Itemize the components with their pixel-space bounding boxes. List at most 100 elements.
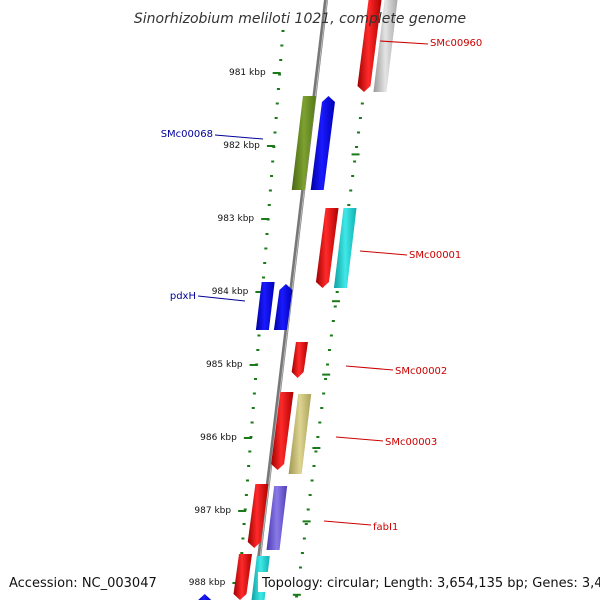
right-ring-dot [347, 204, 351, 206]
left-major-tick [266, 145, 275, 147]
right-major-tick [322, 373, 331, 376]
label-leader-line [379, 40, 429, 45]
right-ring-dot [349, 189, 353, 192]
gene-red-block [357, 0, 382, 92]
left-major-tick [272, 72, 281, 74]
tick-label: 982 kbp [223, 141, 260, 151]
tick-label: 984 kbp [212, 287, 249, 297]
left-ring-dot [279, 59, 283, 61]
left-ring-dot [267, 204, 271, 206]
left-ring-dot [243, 508, 247, 511]
left-ring-dot [273, 131, 277, 134]
left-ring-dot [240, 552, 244, 554]
left-ring-dot [254, 378, 258, 380]
right-ring-dot [326, 363, 330, 366]
gene-label: SMc00002 [395, 366, 447, 377]
label-leader-line [359, 250, 408, 256]
right-major-tick [302, 520, 311, 523]
left-ring-dot [241, 537, 245, 540]
footer-accession-bg [4, 572, 150, 592]
right-major-tick [312, 447, 321, 449]
right-ring-dot [308, 494, 312, 496]
gene-label: pdxH [170, 291, 196, 302]
gene-olive-block [291, 96, 316, 190]
left-ring-dot [275, 102, 279, 105]
gene-smc00002-block [291, 342, 308, 378]
right-ring-dot [322, 392, 326, 395]
left-ring-dot [263, 262, 267, 264]
tick-label: 985 kbp [206, 360, 243, 370]
position-ticks: 981 kbp 982 kbp 983 kbp 984 kbp 985 kbp 986 k… [189, 68, 370, 596]
left-ring-dot [278, 73, 282, 76]
gene-silver-block [373, 0, 398, 92]
label-leader-line [345, 365, 394, 371]
left-ring-dot [246, 479, 250, 482]
right-ring-dot [327, 349, 331, 351]
gene-label: fabI1 [373, 522, 398, 533]
right-ring-dot [360, 102, 364, 105]
gene-label: SMc00068 [161, 129, 213, 140]
right-ring-dot [356, 131, 360, 134]
left-ring-dot [265, 233, 269, 235]
left-major-tick [255, 291, 264, 293]
gene-cyan-block [333, 208, 357, 288]
left-ring-dot [244, 494, 248, 496]
left-ring-dot [271, 160, 275, 163]
left-ring-dot [262, 276, 266, 279]
left-major-tick [238, 510, 247, 512]
right-ring-dot [355, 146, 359, 148]
gene-features [197, 0, 398, 600]
left-ring-dot [248, 450, 252, 453]
tick-label: 983 kbp [217, 214, 254, 224]
label-leader-line [323, 520, 372, 526]
right-ring-dot [310, 479, 314, 482]
right-ring-dot [304, 523, 308, 525]
right-ring-dot [300, 552, 304, 554]
gene-blue-block [273, 284, 293, 330]
right-ring-dot [302, 537, 306, 540]
gene-smc00003-block [271, 392, 294, 470]
right-ring-dot [358, 117, 362, 119]
left-ring-dot [250, 421, 254, 424]
right-ring-dot [312, 465, 316, 467]
left-ring-dot [252, 392, 256, 395]
label-leader-line [335, 436, 384, 442]
gene-labels: SMc00960 SMc00068 SMc00001 pdxH SMc00002 SMc0… [161, 38, 483, 533]
left-ring-dot [274, 117, 278, 119]
left-ring-dot [257, 334, 261, 337]
right-ring-dot [318, 421, 322, 424]
left-ring-dot [242, 523, 246, 525]
gene-pdxh-block [255, 282, 275, 330]
tick-label: 981 kbp [229, 68, 266, 78]
left-ring-dot [280, 44, 284, 47]
right-ring-dot [306, 508, 310, 511]
label-leaders [197, 40, 429, 526]
gene-slate-block [266, 486, 288, 550]
right-ring-dot [335, 291, 339, 293]
right-ring-dot [314, 450, 318, 453]
right-ring-dot [333, 305, 337, 308]
right-ring-dot [353, 160, 357, 163]
left-major-tick [249, 364, 258, 366]
tick-label: 988 kbp [189, 578, 226, 588]
left-major-tick [261, 218, 270, 220]
label-leader-line [197, 295, 246, 302]
left-ring-dot [276, 88, 280, 90]
right-ring-dot [320, 407, 324, 409]
label-leader-line [214, 134, 264, 140]
gene-label: SMc00960 [430, 38, 482, 49]
map-title: Sinorhizobium meliloti 1021, complete ge… [134, 11, 466, 27]
right-ring-dot [298, 566, 302, 569]
gene-label: SMc00001 [409, 250, 461, 261]
right-ring-dot [295, 595, 299, 598]
left-ring-dot [268, 189, 272, 192]
right-ring-dot [316, 436, 320, 438]
gene-red-bottom-block [233, 554, 253, 600]
left-ring-dot [270, 175, 274, 177]
left-ring-dot [247, 465, 251, 467]
gene-smc00001-block [315, 208, 339, 288]
gene-smc00068-block [310, 96, 335, 190]
gene-label: SMc00003 [385, 437, 437, 448]
tick-label: 987 kbp [194, 506, 231, 516]
